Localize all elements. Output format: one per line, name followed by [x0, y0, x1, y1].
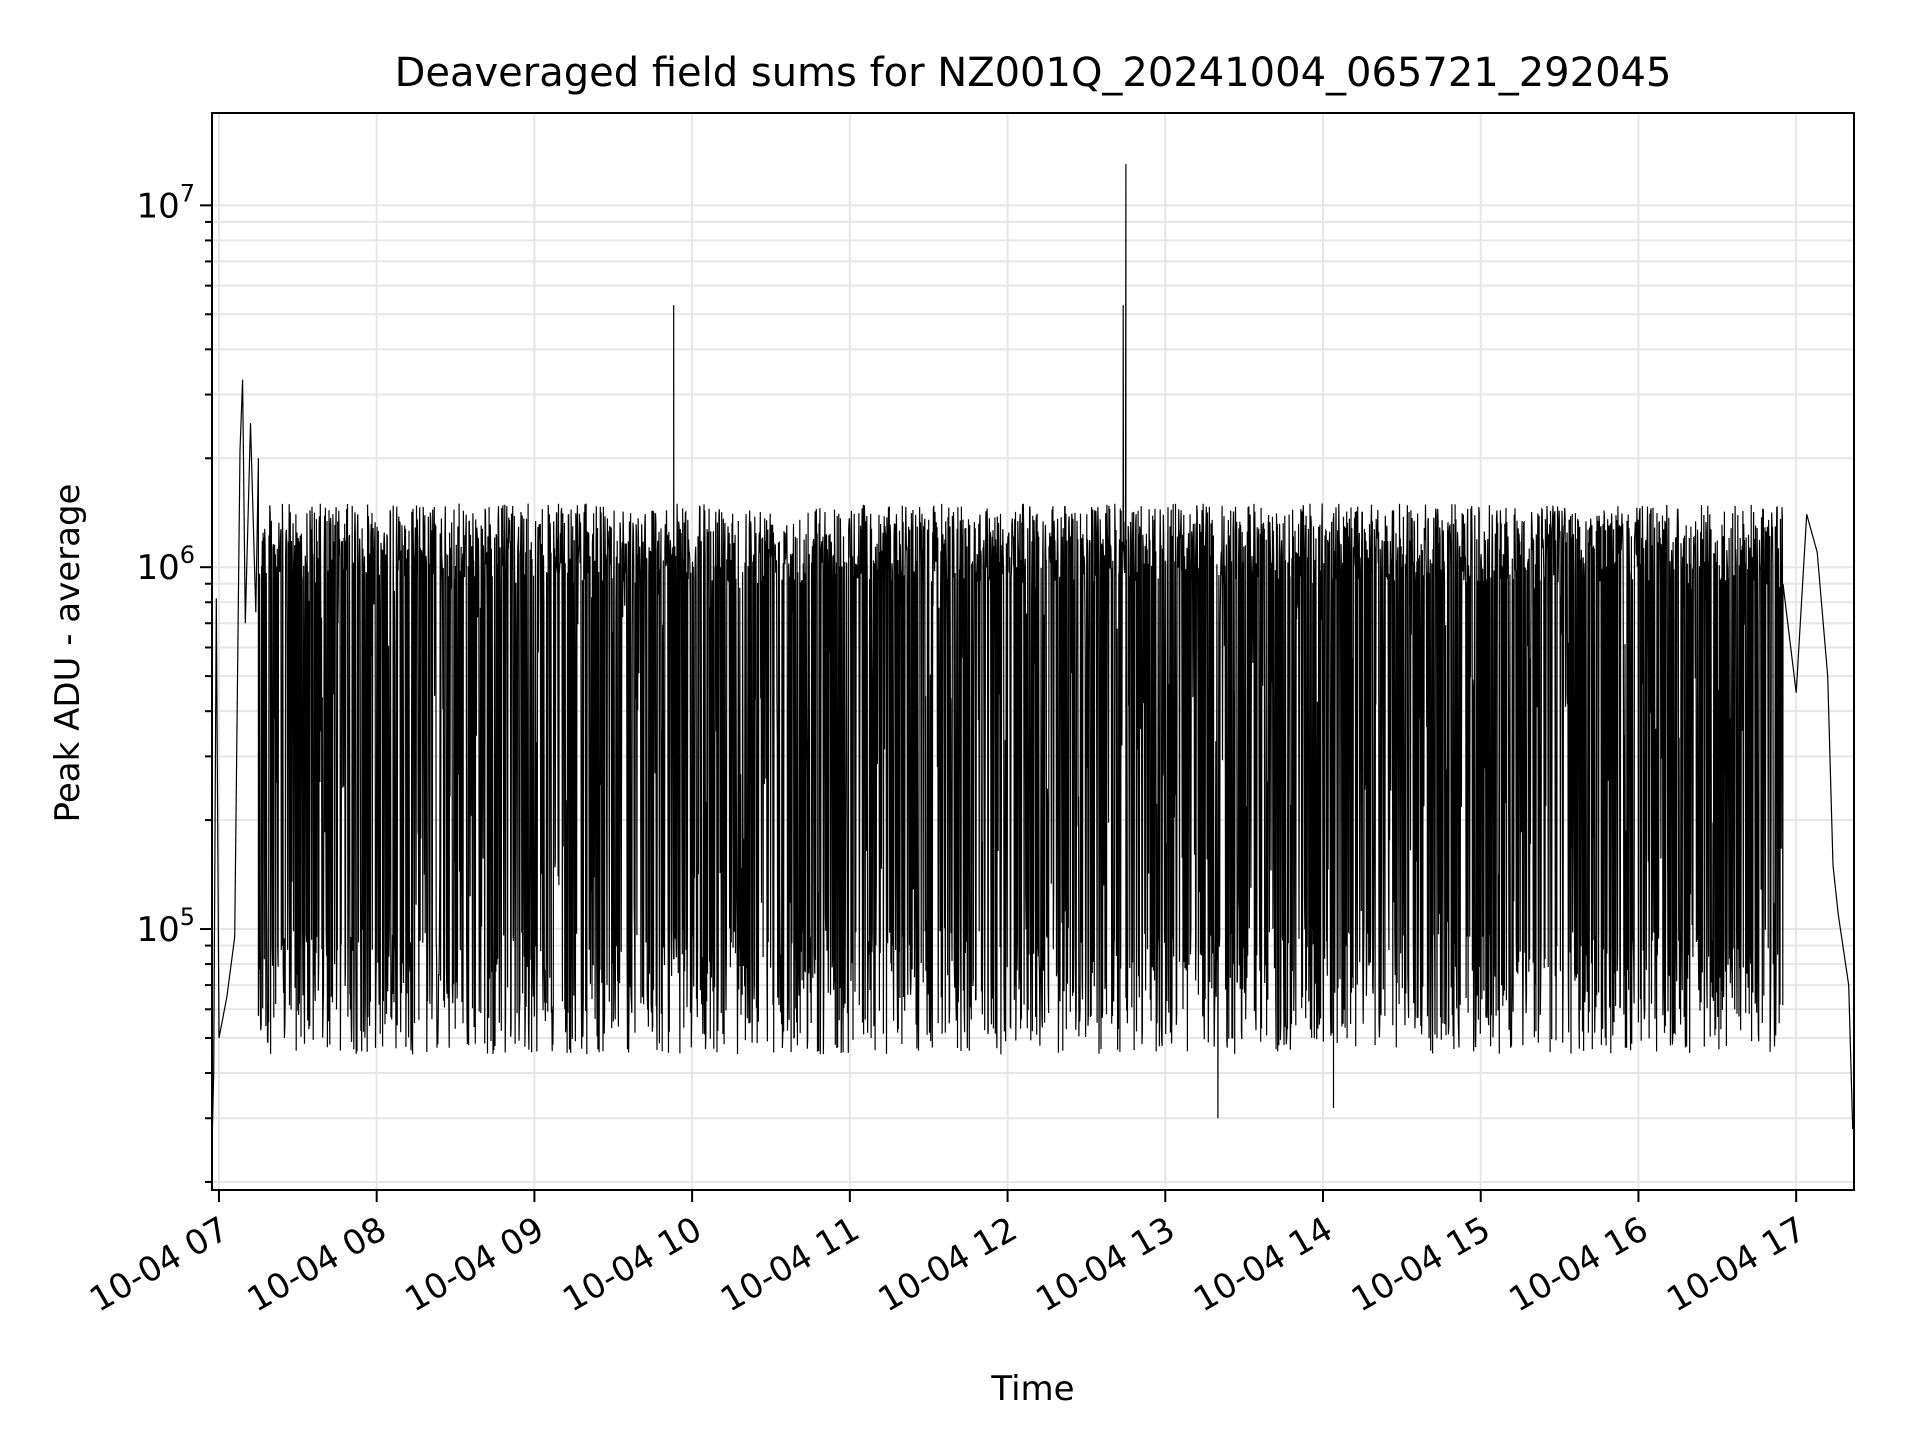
y-tick-base: 10 — [136, 548, 179, 588]
y-tick-exponent: 6 — [180, 541, 195, 569]
y-tick-label: 105 — [136, 903, 195, 950]
series-line — [211, 164, 1854, 1130]
y-tick-exponent: 7 — [180, 179, 195, 207]
y-tick-exponent: 5 — [180, 903, 195, 931]
y-axis-label: Peak ADU - average — [48, 484, 88, 823]
y-tick-base: 10 — [136, 186, 179, 226]
plot-area — [211, 164, 1854, 1130]
y-tick-label: 107 — [136, 179, 195, 226]
y-tick-base: 10 — [136, 910, 179, 950]
x-axis-label: Time — [990, 1369, 1074, 1409]
y-tick-label: 106 — [136, 541, 195, 588]
chart-title: Deaveraged field sums for NZ001Q_2024100… — [395, 50, 1672, 96]
plot-frame — [211, 112, 1855, 1191]
